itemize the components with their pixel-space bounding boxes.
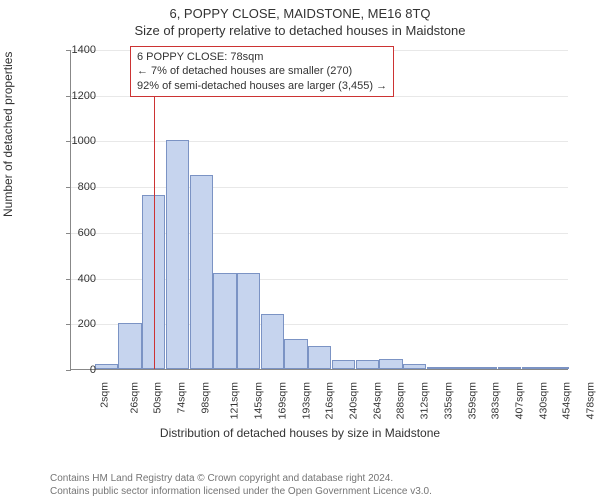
x-tick-label: 430sqm xyxy=(537,382,549,419)
x-tick-label: 407sqm xyxy=(513,382,525,419)
annotation-callout: 6 POPPY CLOSE: 78sqm ← 7% of detached ho… xyxy=(130,46,394,97)
y-tick-label: 400 xyxy=(56,273,96,285)
y-tick-label: 200 xyxy=(56,318,96,330)
x-tick-label: 312sqm xyxy=(419,382,431,419)
y-tick-label: 1200 xyxy=(56,90,96,102)
y-tick-label: 1400 xyxy=(56,44,96,56)
y-tick-label: 600 xyxy=(56,227,96,239)
y-tick-label: 1000 xyxy=(56,135,96,147)
x-tick-label: 50sqm xyxy=(152,382,164,414)
x-tick-label: 335sqm xyxy=(442,382,454,419)
x-tick-label: 145sqm xyxy=(253,382,265,419)
histogram-bar xyxy=(261,314,284,369)
histogram-bar xyxy=(427,367,450,369)
annotation-line: 6 POPPY CLOSE: 78sqm xyxy=(137,50,387,64)
footer-attribution: Contains HM Land Registry data © Crown c… xyxy=(0,473,600,498)
x-tick-label: 26sqm xyxy=(128,382,140,414)
x-tick-label: 121sqm xyxy=(229,382,241,419)
x-axis-label: Distribution of detached houses by size … xyxy=(0,426,600,440)
histogram-bar xyxy=(356,360,379,369)
y-tick-label: 0 xyxy=(56,364,96,376)
histogram-chart: Number of detached properties 0 200 400 600… xyxy=(0,40,600,440)
histogram-bar xyxy=(118,323,141,369)
histogram-bar xyxy=(237,273,260,369)
footer-line: Contains HM Land Registry data © Crown c… xyxy=(50,473,600,486)
x-tick-label: 169sqm xyxy=(276,382,288,419)
x-tick-label: 193sqm xyxy=(300,382,312,419)
x-tick-label: 98sqm xyxy=(199,382,211,414)
histogram-bar xyxy=(213,273,236,369)
histogram-bar xyxy=(95,364,118,369)
x-tick-label: 74sqm xyxy=(176,382,188,414)
histogram-bar xyxy=(450,367,473,369)
x-tick-label: 2sqm xyxy=(99,382,111,408)
x-tick-label: 288sqm xyxy=(395,382,407,419)
x-tick-label: 383sqm xyxy=(490,382,502,419)
footer-line: Contains public sector information licen… xyxy=(50,486,600,499)
x-tick-label: 478sqm xyxy=(585,382,597,419)
annotation-line: ← 7% of detached houses are smaller (270… xyxy=(137,64,387,78)
histogram-bar xyxy=(190,175,213,369)
y-axis-label: Number of detached properties xyxy=(1,52,15,217)
histogram-bar xyxy=(308,346,331,369)
x-tick-label: 359sqm xyxy=(466,382,478,419)
histogram-bar xyxy=(166,140,189,369)
x-tick-label: 216sqm xyxy=(324,382,336,419)
histogram-bar xyxy=(332,360,355,369)
page-title-subtitle: Size of property relative to detached ho… xyxy=(0,21,600,38)
plot-area xyxy=(70,50,568,370)
histogram-bar xyxy=(403,364,426,369)
histogram-bar xyxy=(284,339,307,369)
page-title-address: 6, POPPY CLOSE, MAIDSTONE, ME16 8TQ xyxy=(0,0,600,21)
reference-vline xyxy=(154,50,155,369)
x-tick-label: 454sqm xyxy=(561,382,573,419)
x-tick-label: 240sqm xyxy=(347,382,359,419)
histogram-bar xyxy=(498,367,521,369)
histogram-bar xyxy=(522,367,545,369)
histogram-bar xyxy=(379,359,402,369)
histogram-bar xyxy=(474,367,497,369)
histogram-bar xyxy=(545,367,568,369)
annotation-line: 92% of semi-detached houses are larger (… xyxy=(137,79,387,93)
x-tick-label: 264sqm xyxy=(371,382,383,419)
y-tick-label: 800 xyxy=(56,181,96,193)
